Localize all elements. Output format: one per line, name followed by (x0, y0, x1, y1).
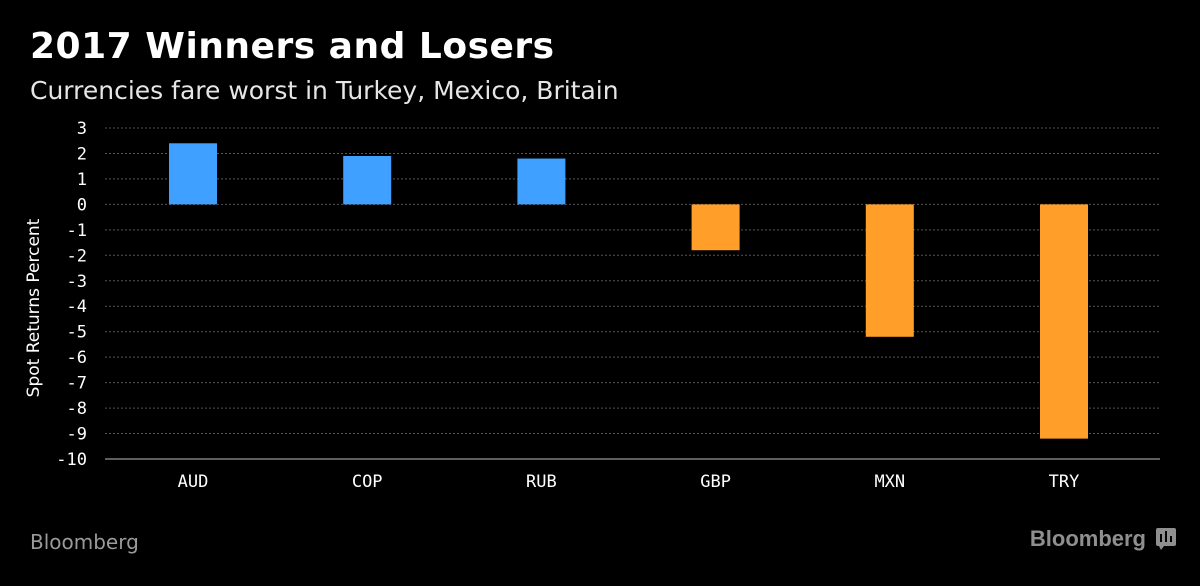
y-tick-label: -5 (67, 323, 87, 343)
source-label: Bloomberg (30, 530, 139, 554)
x-tick-label: RUB (526, 472, 557, 492)
y-tick-label: -4 (67, 297, 87, 317)
x-tick-label: GBP (700, 472, 731, 492)
y-tick-label: -8 (67, 399, 87, 419)
bars (169, 143, 1088, 439)
grid-lines (105, 127, 1160, 435)
y-axis-label: Spot Returns Percent (24, 218, 44, 397)
y-tick-label: 3 (77, 119, 87, 139)
y-tick-label: 2 (77, 144, 87, 164)
y-tick-label: -7 (67, 374, 87, 394)
y-tick-label: -9 (67, 425, 87, 445)
bloomberg-logo: Bloomberg (1029, 526, 1146, 551)
bar-cop (343, 156, 392, 205)
bloomberg-terminal-icon (1156, 528, 1176, 550)
y-tick-label: -10 (56, 450, 87, 470)
y-tick-label: -6 (67, 348, 87, 368)
bar-aud (169, 143, 217, 205)
x-tick-label: AUD (178, 472, 209, 492)
y-tick-label: 0 (77, 195, 87, 215)
y-tick-label: -2 (67, 246, 87, 266)
x-tick-label: TRY (1049, 472, 1080, 492)
bar-gbp (691, 204, 740, 251)
y-tick-label: -3 (67, 272, 87, 292)
bar-rub (517, 158, 566, 205)
chart-title: 2017 Winners and Losers (30, 26, 555, 67)
x-tick-label: COP (352, 472, 383, 492)
bar-try (1040, 204, 1088, 439)
x-tick-label: MXN (874, 472, 905, 492)
y-tick-label: -1 (67, 221, 87, 241)
bar-mxn (865, 204, 914, 337)
chart-subtitle: Currencies fare worst in Turkey, Mexico,… (30, 76, 619, 105)
axes: 3 2 1 0 -1 -2 -3 -4 -5 -6 -7 -8 -9 -10 AUD COP RUB GBP MXN… (56, 119, 1160, 492)
y-tick-label: 1 (77, 170, 87, 190)
